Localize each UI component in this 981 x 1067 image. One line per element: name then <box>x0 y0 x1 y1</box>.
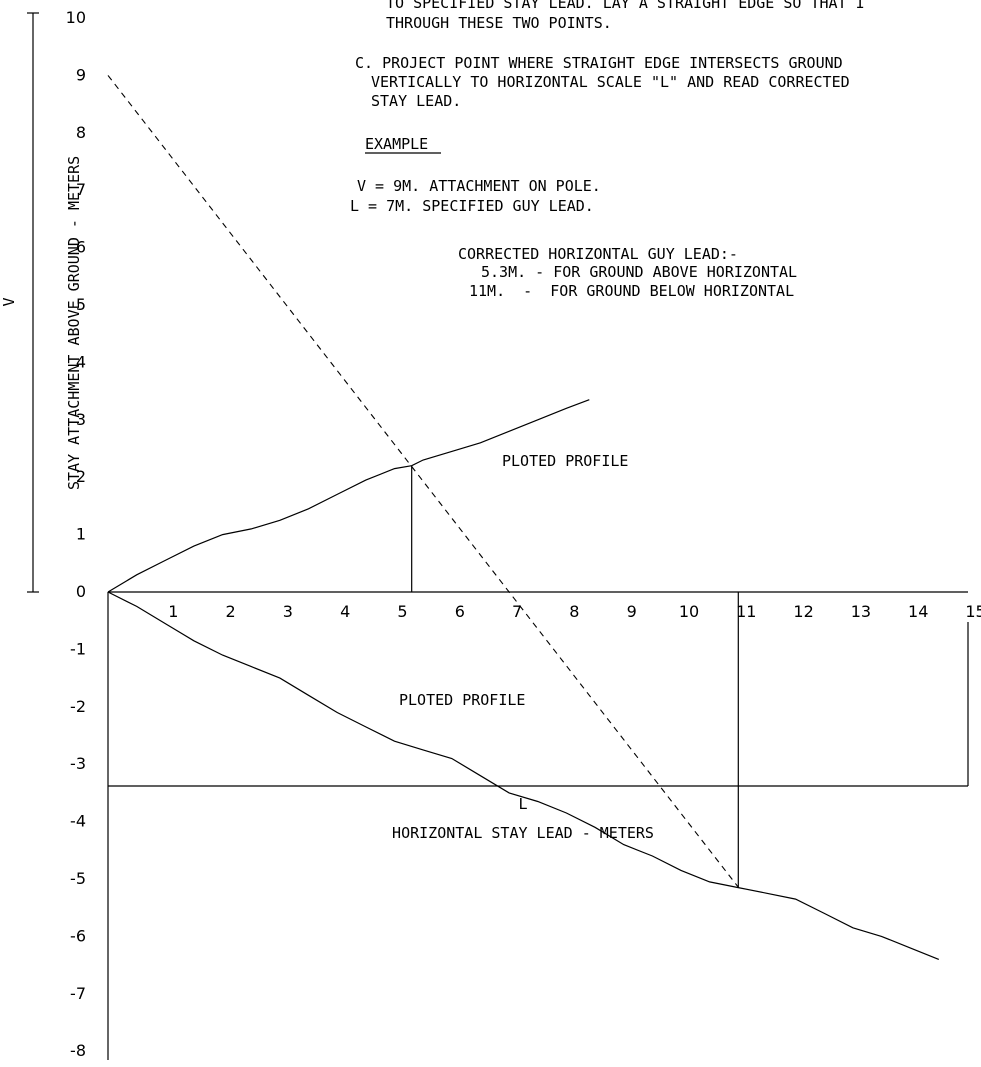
profile-series <box>107 399 940 960</box>
profile-above-label: PLOTED PROFILE <box>502 452 628 470</box>
example-v: V = 9M. ATTACHMENT ON POLE. <box>357 177 601 195</box>
y-axis-symbol: V <box>0 297 18 306</box>
note-c-line-3: STAY LEAD. <box>371 92 461 110</box>
y-tick-label: -6 <box>70 926 86 945</box>
x-tick-label: 4 <box>340 602 350 621</box>
x-tick-label: 1 <box>168 602 178 621</box>
x-axis-symbol: L <box>518 795 527 813</box>
instruction-notes: TO SPECIFIED STAY LEAD. LAY A STRAIGHT E… <box>350 0 865 300</box>
example-l: L = 7M. SPECIFIED GUY LEAD. <box>350 197 594 215</box>
y-tick-label: 3 <box>76 410 86 429</box>
x-tick-label: 3 <box>283 602 293 621</box>
x-tick-label: 7 <box>512 602 522 621</box>
y-tick-label: 6 <box>76 238 86 257</box>
y-axis-title: STAY ATTACHMENT ABOVE GROUND - METERS <box>65 156 83 490</box>
x-tick-label: 11 <box>736 602 756 621</box>
profile-above-curve <box>107 399 590 593</box>
x-tick-label: 10 <box>679 602 699 621</box>
construction-guides <box>107 75 739 888</box>
x-tick-label: 14 <box>908 602 928 621</box>
y-tick-label: 7 <box>76 180 86 199</box>
x-tick-label: 5 <box>397 602 407 621</box>
x-tick-labels: 1 2 3 4 5 6 7 8 9 10 11 12 13 14 15 <box>168 602 981 621</box>
y-tick-label: 8 <box>76 123 86 142</box>
x-tick-label: 12 <box>793 602 813 621</box>
x-axis-title: HORIZONTAL STAY LEAD - METERS <box>392 824 654 842</box>
y-tick-label: -2 <box>70 697 86 716</box>
y-tick-label: -5 <box>70 869 86 888</box>
profile-below-label: PLOTED PROFILE <box>399 691 525 709</box>
y-tick-label: 9 <box>76 65 86 84</box>
note-b-line-2: THROUGH THESE TWO POINTS. <box>386 14 612 32</box>
corrected-above: 5.3M. - FOR GROUND ABOVE HORIZONTAL <box>481 263 797 281</box>
note-c-line-1: C. PROJECT POINT WHERE STRAIGHT EDGE INT… <box>355 54 843 72</box>
x-tick-label: 6 <box>455 602 465 621</box>
x-tick-label: 9 <box>627 602 637 621</box>
x-tick-label: 8 <box>569 602 579 621</box>
profile-below-curve <box>107 591 940 960</box>
y-tick-label: 5 <box>76 295 86 314</box>
corrected-below: 11M. - FOR GROUND BELOW HORIZONTAL <box>469 282 794 300</box>
y-tick-label: 0 <box>76 582 86 601</box>
corrected-heading: CORRECTED HORIZONTAL GUY LEAD:- <box>458 245 738 263</box>
y-tick-label: -1 <box>70 639 86 658</box>
x-tick-label: 13 <box>851 602 871 621</box>
y-tick-label: -3 <box>70 754 86 773</box>
x-tick-label: 2 <box>226 602 236 621</box>
x-tick-label: 15 <box>965 602 981 621</box>
frame-lines <box>27 12 969 1060</box>
y-tick-label: 10 <box>66 8 86 27</box>
y-tick-label: 2 <box>76 467 86 486</box>
example-heading: EXAMPLE <box>365 135 428 153</box>
y-tick-label: 4 <box>76 352 86 371</box>
y-tick-label: -7 <box>70 984 86 1003</box>
y-tick-label: -8 <box>70 1041 86 1060</box>
note-b-line-1: TO SPECIFIED STAY LEAD. LAY A STRAIGHT E… <box>386 0 865 12</box>
y-tick-label: -4 <box>70 812 86 831</box>
y-tick-label: 1 <box>76 525 86 544</box>
note-c-line-2: VERTICALLY TO HORIZONTAL SCALE "L" AND R… <box>371 73 850 91</box>
